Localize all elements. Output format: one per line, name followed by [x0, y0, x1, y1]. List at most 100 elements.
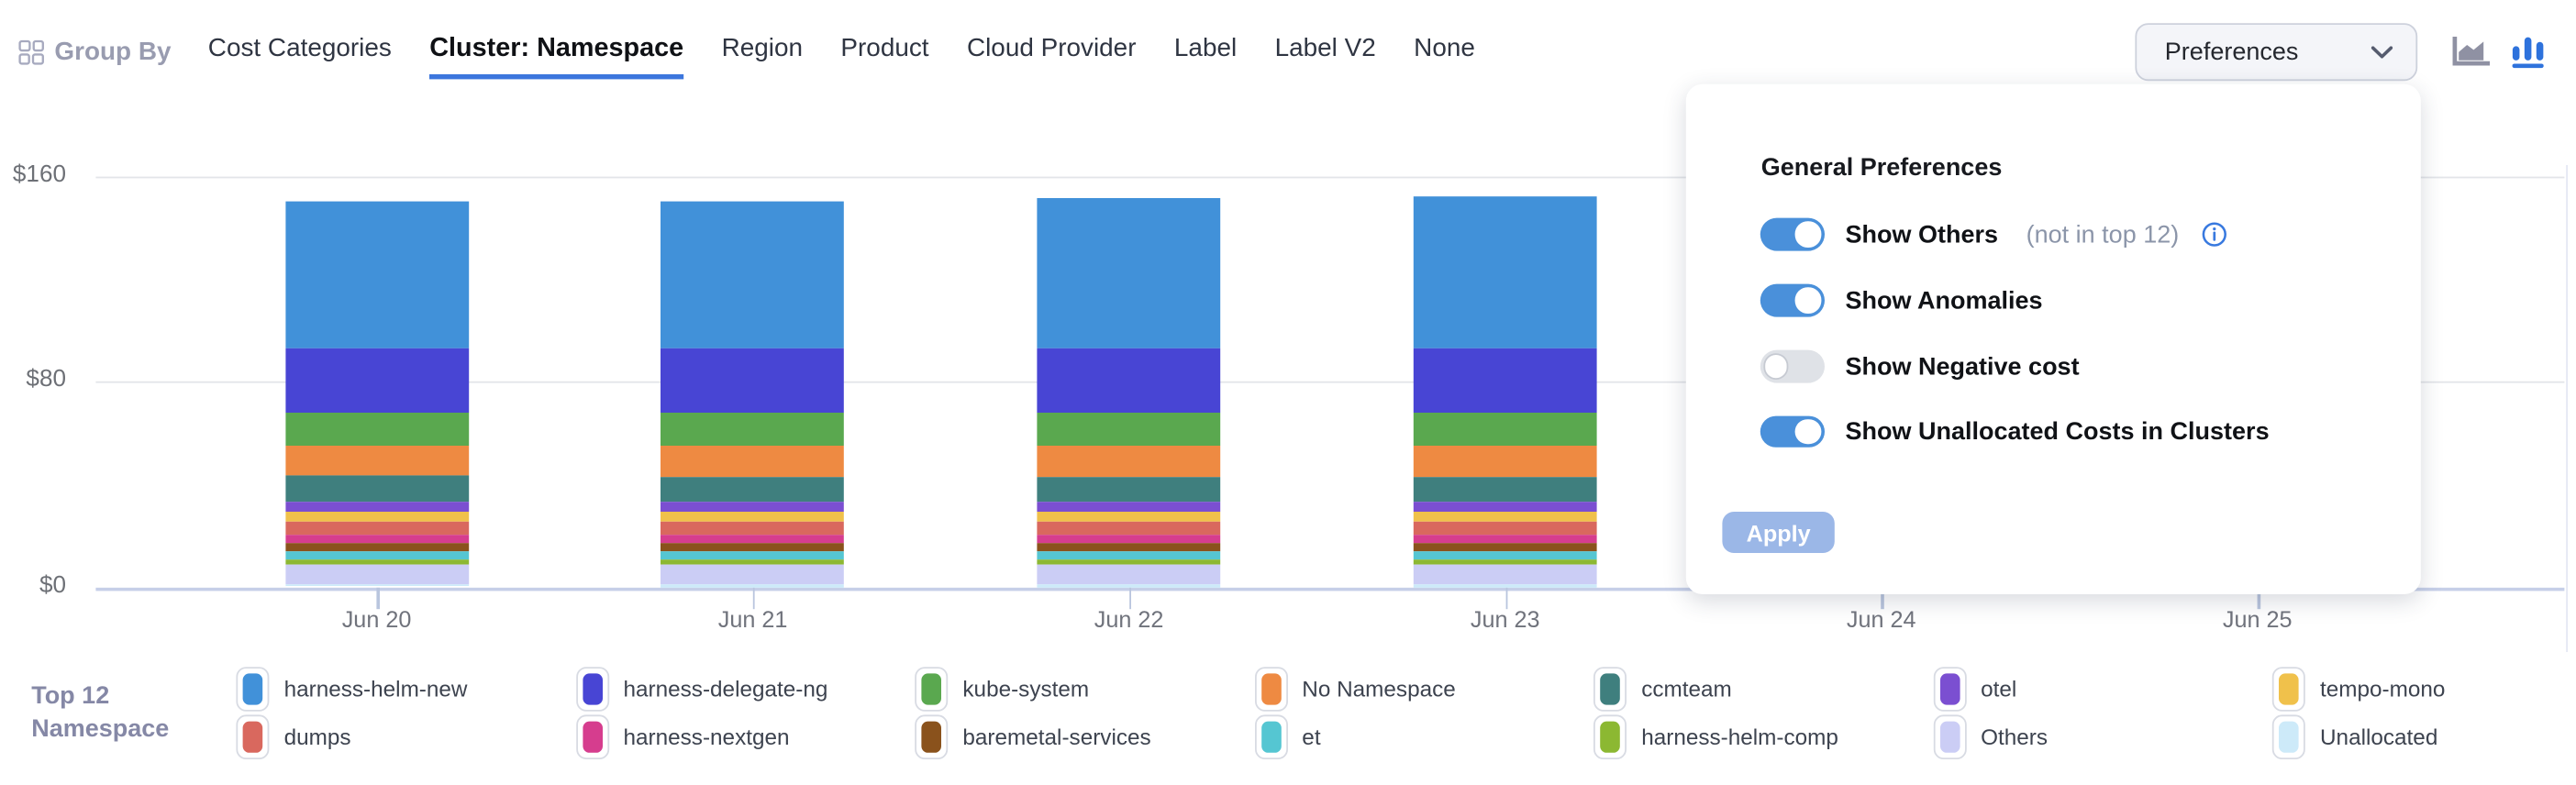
bar-segment-jun-21-harness-helm-new[interactable] [661, 201, 845, 349]
bar-segment-jun-21-harness-helm-comp[interactable] [661, 558, 845, 565]
bar-segment-jun-21-dumps[interactable] [661, 521, 845, 535]
area-chart-icon[interactable] [2450, 36, 2492, 70]
bar-segment-jun-22-kube-system[interactable] [1037, 413, 1221, 447]
bar-segment-jun-23-baremetal-services[interactable] [1413, 543, 1597, 552]
bar-jun-22[interactable] [1037, 197, 1221, 588]
bar-segment-jun-23-dumps[interactable] [1413, 521, 1597, 535]
bar-segment-jun-20-ccmteam[interactable] [284, 476, 469, 502]
bar-jun-23[interactable] [1413, 196, 1597, 587]
tab-label[interactable]: Label [1173, 34, 1238, 63]
bar-segment-jun-22-harness-helm-new[interactable] [1037, 197, 1221, 349]
bar-segment-jun-22-tempo-mono[interactable] [1037, 511, 1221, 522]
legend-item-kube-system[interactable]: kube-system [915, 667, 1254, 712]
apply-button[interactable]: Apply [1722, 512, 1836, 553]
bar-segment-jun-22-unallocated[interactable] [1037, 583, 1221, 588]
bar-segment-jun-21-harness-nextgen[interactable] [661, 534, 845, 544]
toggle-show-negative-cost[interactable] [1759, 350, 1825, 383]
bar-chart-icon[interactable] [2512, 37, 2545, 70]
tab-none[interactable]: None [1414, 34, 1475, 63]
legend-item-ccmteam[interactable]: ccmteam [1593, 667, 1933, 712]
preferences-dropdown[interactable]: Preferences [2135, 23, 2417, 82]
preference-row-show-others: Show Others (not in top 12) [1759, 218, 2227, 251]
bar-segment-jun-21-kube-system[interactable] [661, 413, 845, 447]
bar-segment-jun-22-others[interactable] [1037, 564, 1221, 584]
bar-segment-jun-20-harness-delegate-ng[interactable] [284, 348, 469, 414]
bar-segment-jun-21-no-namespace[interactable] [661, 446, 845, 477]
tab-cloud-provider[interactable]: Cloud Provider [966, 34, 1137, 63]
legend-swatch-harness-delegate-ng [575, 667, 609, 712]
bar-segment-jun-23-et[interactable] [1413, 551, 1597, 560]
bar-segment-jun-21-unallocated[interactable] [661, 583, 845, 587]
bar-segment-jun-23-harness-nextgen[interactable] [1413, 534, 1597, 544]
bar-jun-20[interactable] [284, 201, 469, 587]
bar-segment-jun-21-tempo-mono[interactable] [661, 511, 845, 522]
bar-jun-21[interactable] [661, 201, 845, 587]
bar-segment-jun-22-harness-nextgen[interactable] [1037, 534, 1221, 544]
bar-segment-jun-22-baremetal-services[interactable] [1037, 543, 1221, 552]
bar-segment-jun-23-ccmteam[interactable] [1413, 476, 1597, 502]
bar-segment-jun-20-harness-helm-comp[interactable] [284, 558, 469, 565]
bar-segment-jun-22-ccmteam[interactable] [1037, 476, 1221, 502]
bar-segment-jun-21-harness-delegate-ng[interactable] [661, 348, 845, 414]
toggle-show-anomalies[interactable] [1759, 284, 1825, 317]
info-icon[interactable] [2201, 222, 2227, 249]
tab-region[interactable]: Region [721, 34, 803, 63]
bar-segment-jun-20-others[interactable] [284, 564, 469, 584]
bar-segment-jun-23-harness-delegate-ng[interactable] [1413, 348, 1597, 414]
bar-segment-jun-21-others[interactable] [661, 564, 845, 584]
tab-cluster-namespace[interactable]: Cluster: Namespace [429, 35, 684, 80]
bar-segment-jun-22-otel[interactable] [1037, 501, 1221, 512]
bar-segment-jun-22-et[interactable] [1037, 551, 1221, 560]
bar-segment-jun-23-unallocated[interactable] [1413, 583, 1597, 587]
bar-segment-jun-23-harness-helm-comp[interactable] [1413, 559, 1597, 565]
bar-segment-jun-20-harness-helm-new[interactable] [284, 201, 469, 348]
bar-segment-jun-20-baremetal-services[interactable] [284, 543, 469, 551]
bar-segment-jun-22-harness-helm-comp[interactable] [1037, 559, 1221, 565]
legend-item-otel[interactable]: otel [1932, 667, 2272, 712]
bar-segment-jun-20-harness-nextgen[interactable] [284, 534, 469, 544]
legend-item-harness-helm-new[interactable]: harness-helm-new [236, 667, 575, 712]
legend-item-harness-nextgen[interactable]: harness-nextgen [575, 714, 915, 759]
bar-segment-jun-20-no-namespace[interactable] [284, 446, 469, 477]
legend-item-unallocated[interactable]: Unallocated [2271, 714, 2576, 759]
bar-segment-jun-23-otel[interactable] [1413, 501, 1597, 512]
legend-item-baremetal-services[interactable]: baremetal-services [915, 714, 1254, 759]
bar-segment-jun-20-kube-system[interactable] [284, 413, 469, 447]
bar-segment-jun-20-tempo-mono[interactable] [284, 511, 469, 522]
tab-label-v2[interactable]: Label V2 [1274, 34, 1376, 63]
legend-swatch-kube-system [915, 667, 949, 712]
bar-segment-jun-21-et[interactable] [661, 551, 845, 559]
x-label-jun-23: Jun 23 [1470, 604, 1540, 632]
bar-segment-jun-21-baremetal-services[interactable] [661, 543, 845, 552]
bar-segment-jun-22-dumps[interactable] [1037, 521, 1221, 535]
bar-segment-jun-23-tempo-mono[interactable] [1413, 511, 1597, 522]
legend-item-no-namespace[interactable]: No Namespace [1254, 667, 1593, 712]
legend-item-dumps[interactable]: dumps [236, 714, 575, 759]
bar-segment-jun-20-otel[interactable] [284, 501, 469, 512]
bar-segment-jun-23-others[interactable] [1413, 564, 1597, 584]
legend-item-harness-helm-comp[interactable]: harness-helm-comp [1593, 714, 1933, 759]
bar-segment-jun-20-et[interactable] [284, 550, 469, 559]
tab-cost-categories[interactable]: Cost Categories [207, 34, 392, 63]
x-tick-jun-23 [1505, 587, 1508, 610]
legend-label-baremetal-services: baremetal-services [962, 724, 1151, 750]
legend-item-et[interactable]: et [1254, 714, 1593, 759]
bar-segment-jun-20-dumps[interactable] [284, 521, 469, 535]
bar-segment-jun-22-no-namespace[interactable] [1037, 446, 1221, 477]
bar-segment-jun-23-kube-system[interactable] [1413, 413, 1597, 447]
toggle-show-others[interactable] [1759, 218, 1825, 251]
bar-segment-jun-20-unallocated[interactable] [284, 583, 469, 587]
bar-segment-jun-22-harness-delegate-ng[interactable] [1037, 348, 1221, 414]
bar-segment-jun-23-no-namespace[interactable] [1413, 446, 1597, 477]
bar-segment-jun-21-ccmteam[interactable] [661, 476, 845, 502]
legend-label-kube-system: kube-system [962, 677, 1090, 702]
tab-product[interactable]: Product [840, 34, 929, 63]
toggle-show-unallocated-costs-in-clusters[interactable] [1759, 415, 1825, 448]
legend-item-tempo-mono[interactable]: tempo-mono [2271, 667, 2576, 712]
legend-item-harness-delegate-ng[interactable]: harness-delegate-ng [575, 667, 915, 712]
legend-item-others[interactable]: Others [1932, 714, 2272, 759]
x-axis-baseline [95, 587, 2565, 591]
bar-segment-jun-21-otel[interactable] [661, 501, 845, 512]
plot-right-border [2566, 165, 2568, 652]
bar-segment-jun-23-harness-helm-new[interactable] [1413, 196, 1597, 348]
